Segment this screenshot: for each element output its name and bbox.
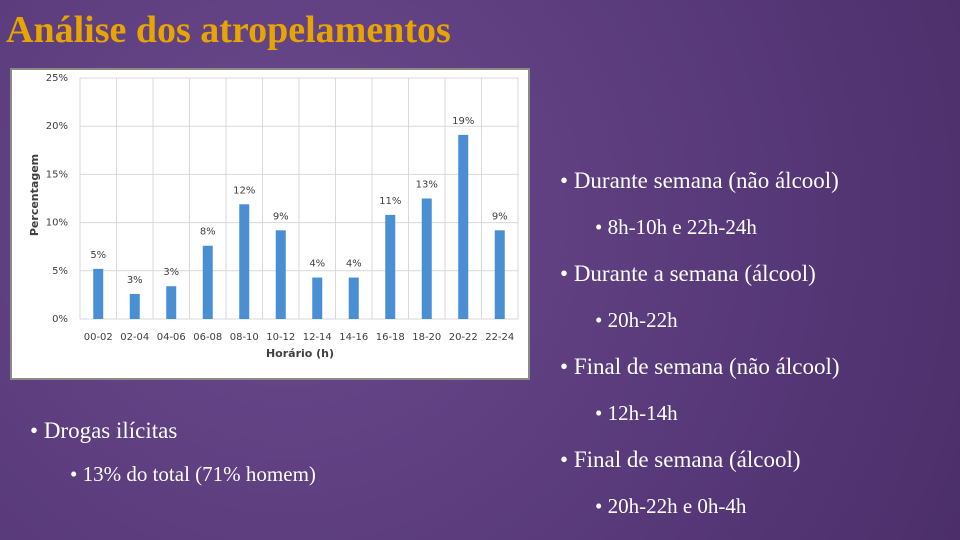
x-tick-label: 20-22 bbox=[449, 332, 478, 343]
y-tick-label: 25% bbox=[46, 73, 68, 84]
bar bbox=[93, 268, 104, 319]
bar bbox=[385, 214, 396, 319]
data-label: 11% bbox=[379, 196, 401, 207]
bullet-text: Drogas ilícitas bbox=[30, 418, 178, 444]
data-label: 3% bbox=[127, 275, 143, 286]
bullet-text: Durante a semana (álcool) bbox=[560, 261, 816, 287]
bar bbox=[348, 277, 359, 319]
bullet-text: 13% do total (71% homem) bbox=[70, 462, 316, 487]
y-tick-label: 0% bbox=[52, 314, 68, 325]
x-axis-title: Horário (h) bbox=[266, 347, 334, 360]
data-label: 5% bbox=[90, 250, 106, 261]
chart-panel bbox=[10, 68, 530, 380]
data-label: 3% bbox=[163, 267, 179, 278]
bar bbox=[275, 230, 286, 319]
y-tick-label: 15% bbox=[46, 169, 68, 180]
bar bbox=[421, 198, 432, 319]
x-tick-label: 06-08 bbox=[193, 332, 222, 343]
bullet-text: 8h-10h e 22h-24h bbox=[595, 215, 757, 240]
data-label: 9% bbox=[492, 211, 508, 222]
bar bbox=[129, 293, 140, 319]
bar bbox=[494, 230, 505, 319]
x-tick-label: 00-02 bbox=[84, 332, 113, 343]
x-tick-label: 14-16 bbox=[339, 332, 368, 343]
data-label: 9% bbox=[273, 211, 289, 222]
data-label: 8% bbox=[200, 227, 216, 238]
y-tick-label: 20% bbox=[46, 121, 68, 132]
data-label: 13% bbox=[416, 180, 438, 191]
bullet-text: Final de semana (não álcool) bbox=[560, 354, 840, 380]
data-label: 4% bbox=[346, 259, 362, 270]
bullet-text: 20h-22h bbox=[595, 308, 678, 333]
bar bbox=[458, 134, 469, 319]
x-tick-label: 08-10 bbox=[230, 332, 259, 343]
x-tick-label: 12-14 bbox=[303, 332, 332, 343]
bullet-text: Final de semana (álcool) bbox=[560, 447, 801, 473]
y-axis-title: Percentagem bbox=[28, 154, 41, 236]
bullet-text: 12h-14h bbox=[595, 401, 678, 426]
bar bbox=[312, 277, 323, 319]
x-tick-label: 02-04 bbox=[120, 332, 149, 343]
x-tick-label: 10-12 bbox=[266, 332, 295, 343]
slide-title: Análise dos atropelamentos bbox=[6, 9, 451, 51]
x-tick-label: 18-20 bbox=[412, 332, 441, 343]
x-tick-label: 16-18 bbox=[376, 332, 405, 343]
bar bbox=[239, 204, 250, 319]
data-label: 4% bbox=[309, 259, 325, 270]
data-label: 19% bbox=[452, 116, 474, 127]
bar bbox=[166, 286, 177, 319]
x-tick-label: 22-24 bbox=[485, 332, 514, 343]
x-tick-label: 04-06 bbox=[157, 332, 186, 343]
y-tick-label: 10% bbox=[46, 218, 68, 229]
y-tick-label: 5% bbox=[52, 266, 68, 277]
bullet-text: 20h-22h e 0h-4h bbox=[595, 494, 747, 519]
bullet-text: Durante semana (não álcool) bbox=[560, 168, 839, 194]
bar bbox=[202, 245, 213, 319]
data-label: 12% bbox=[233, 185, 255, 196]
